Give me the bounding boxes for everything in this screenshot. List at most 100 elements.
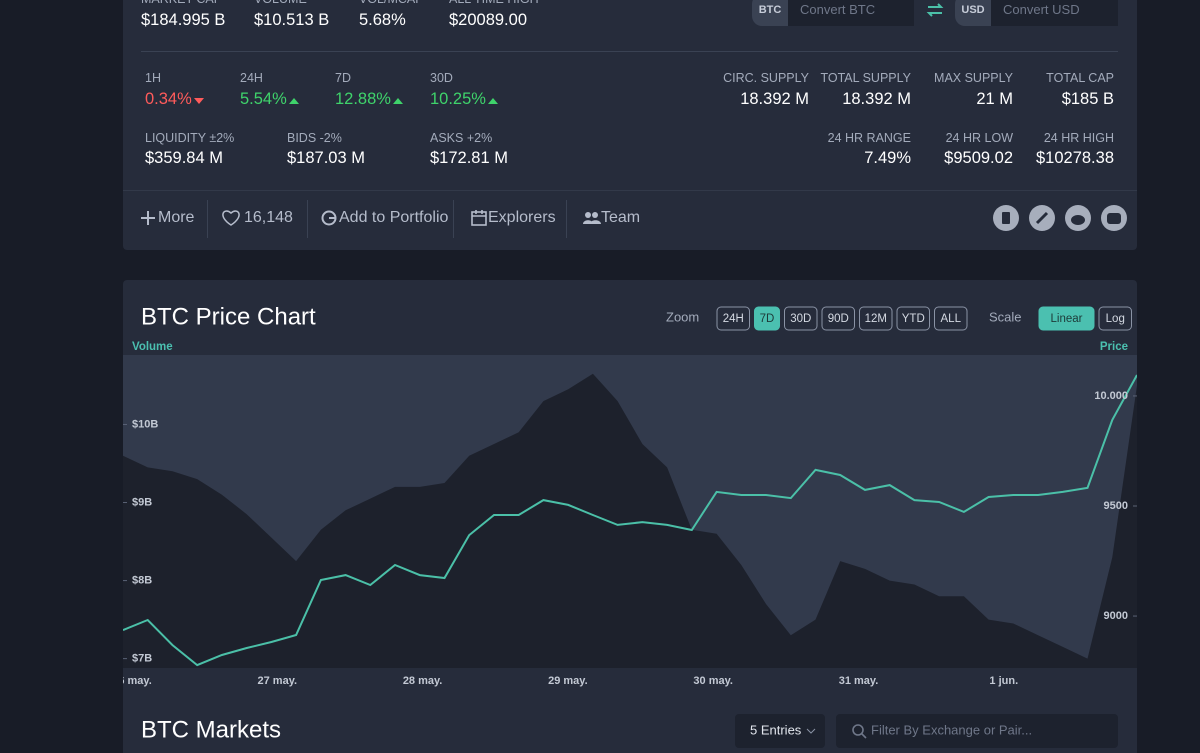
x-tick-label: 1 jun. (989, 675, 1018, 687)
team-icon[interactable] (583, 211, 601, 225)
x-tick-label: 30 may. (693, 675, 733, 687)
toggle-label[interactable]: 12M (865, 313, 887, 325)
y2-tick-label: 10.000 (1094, 390, 1128, 402)
toggle-label[interactable]: 30D (790, 313, 811, 325)
range-value: $9509.02 (944, 149, 1013, 167)
range-value: 7.49% (864, 149, 911, 167)
supply-value: 18.392 M (842, 90, 911, 108)
x-tick-label: 29 may. (548, 675, 588, 687)
change-label: 24H (240, 71, 263, 85)
range-label: 24 HR LOW (945, 131, 1013, 145)
entries-dropdown[interactable] (735, 714, 825, 748)
change-arrow (193, 98, 204, 104)
supply-value: 18.392 M (740, 90, 809, 108)
toggle-button[interactable] (716, 306, 750, 331)
change-arrow (392, 98, 403, 104)
change-value: 12.88% (335, 90, 391, 108)
liquidity-label: ASKS +2% (430, 131, 493, 145)
supply-label: MAX SUPPLY (934, 71, 1013, 85)
y-tick-label: $7B (132, 653, 152, 665)
x-tick-label: 27 may. (258, 675, 298, 687)
axis-title: Price (1100, 341, 1128, 353)
liquidity-label: LIQUIDITY ±2% (145, 131, 235, 145)
x-tick-label: 28 may. (403, 675, 443, 687)
action-button[interactable]: Team (601, 209, 641, 226)
y-tick-label: $8B (132, 574, 152, 586)
liquidity-value: $187.03 M (287, 149, 365, 167)
price-line (123, 374, 1137, 667)
toggle-label[interactable]: YTD (902, 313, 925, 325)
portfolio-icon[interactable] (321, 210, 337, 226)
entries-label[interactable]: 5 Entries (750, 722, 802, 737)
toggle-label[interactable]: ALL (941, 313, 962, 325)
explorers-icon[interactable] (471, 210, 487, 226)
action-button[interactable]: Add to Portfolio (339, 209, 449, 226)
stat-label: VOLUME (254, 0, 307, 6)
change-arrow (288, 98, 299, 104)
toggle-label[interactable]: Linear (1051, 313, 1083, 325)
change-value: 5.54% (240, 90, 287, 108)
zoom-label: Zoom (666, 309, 699, 324)
separator (307, 200, 308, 238)
toggle-label[interactable]: Log (1106, 313, 1125, 325)
toggle-button[interactable] (1038, 306, 1095, 331)
btc-input[interactable]: Convert BTC (788, 0, 914, 26)
toggle-label[interactable]: 24H (723, 313, 744, 325)
supply-value: 21 M (976, 90, 1013, 108)
markets-title: BTC Markets (141, 716, 281, 743)
usd-input[interactable]: Convert USD (991, 0, 1118, 26)
toggle-button[interactable] (934, 306, 968, 331)
x-tick-label: 31 may. (839, 675, 879, 687)
liquidity-label: BIDS -2% (287, 131, 342, 145)
chevron (806, 728, 816, 734)
toggle-button[interactable] (784, 306, 818, 331)
change-arrow (487, 98, 498, 104)
usd-code: USD (955, 0, 991, 26)
liquidity-value: $172.81 M (430, 149, 508, 167)
change-label: 30D (430, 71, 453, 85)
price-chart-card: $7B $8B $9B $10B 9000 9500 10.000 26 may. 27 may… (123, 280, 1137, 753)
axis-title: Volume (132, 341, 173, 353)
action-button[interactable]: 16,148 (244, 209, 293, 226)
swap-icon[interactable] (926, 2, 944, 18)
supply-label: TOTAL SUPPLY (820, 71, 911, 85)
y2-tick-label: 9500 (1104, 500, 1128, 512)
stat-value: $184.995 B (141, 11, 226, 29)
change-label: 1H (145, 71, 161, 85)
y2-tick-label: 9000 (1104, 610, 1128, 622)
separator (566, 200, 567, 238)
heart-icon[interactable] (221, 209, 241, 227)
stat-value: $10.513 B (254, 11, 330, 29)
action-button[interactable]: Explorers (488, 209, 556, 226)
search-placeholder[interactable]: Filter By Exchange or Pair... (871, 722, 1032, 737)
btc-code: BTC (752, 0, 788, 26)
y-tick-label: $10B (132, 418, 158, 430)
toggle-button[interactable] (896, 306, 930, 331)
range-label: 24 HR HIGH (1043, 131, 1114, 145)
toggle-button[interactable] (1098, 306, 1132, 331)
volume-area (123, 373, 1137, 668)
change-label: 7D (335, 71, 351, 85)
plus-icon[interactable] (140, 210, 156, 226)
change-value: 0.34% (145, 90, 192, 108)
stats-card (123, 0, 1137, 250)
divider (123, 190, 1137, 191)
action-button[interactable]: More (158, 209, 195, 226)
search-icon (852, 724, 864, 736)
search-box[interactable] (836, 714, 1118, 748)
toggle-button[interactable] (754, 306, 780, 331)
supply-label: CIRC. SUPPLY (723, 71, 809, 85)
y-tick-label: $9B (132, 496, 152, 508)
stat-label: VOL/MCAP (359, 0, 424, 6)
divider (141, 51, 1118, 52)
toggle-button[interactable] (859, 306, 893, 331)
toggle-button[interactable] (821, 306, 855, 331)
search-icon (861, 733, 867, 739)
scale-label: Scale (989, 309, 1022, 324)
toggle-label[interactable]: 7D (760, 313, 775, 325)
social-icons[interactable] (992, 204, 1128, 232)
range-label: 24 HR RANGE (827, 131, 911, 145)
toggle-label[interactable]: 90D (828, 313, 849, 325)
separator (207, 200, 208, 238)
